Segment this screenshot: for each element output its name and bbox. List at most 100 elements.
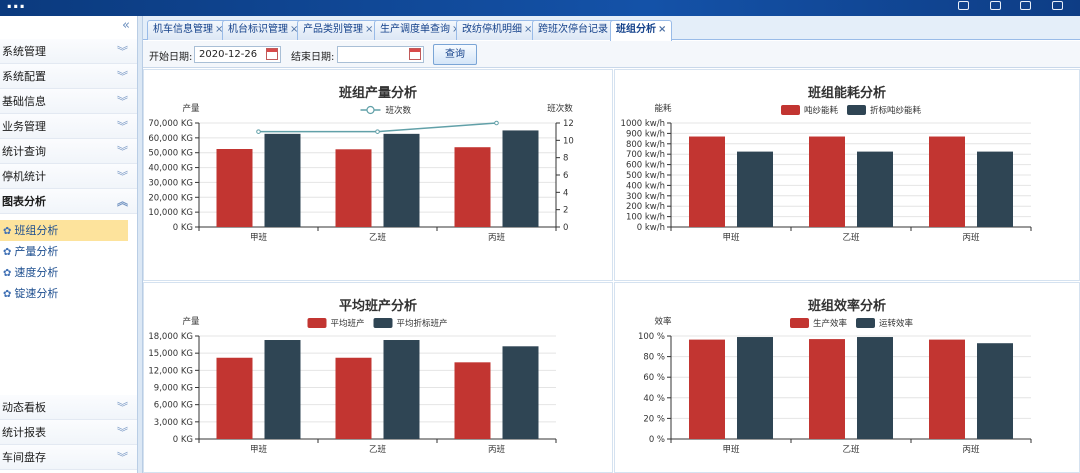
sidebar-item-chart-analysis[interactable]: 图表分析 ︽ bbox=[0, 189, 137, 214]
bar-series-0[interactable] bbox=[689, 136, 725, 227]
sidebar-subitem-0[interactable]: ✿ 班组分析 bbox=[0, 220, 128, 241]
close-icon[interactable]: × bbox=[215, 24, 224, 35]
legend-entry[interactable]: 平均折标班产 bbox=[397, 318, 448, 329]
start-date-input[interactable]: 2020-12-26 bbox=[194, 46, 281, 63]
sidebar-subitem-2[interactable]: ✿ 速度分析 bbox=[0, 262, 128, 283]
bar-series-1[interactable] bbox=[857, 337, 893, 439]
x-tick-label: 丙班 bbox=[962, 444, 980, 455]
bar-series-1[interactable] bbox=[977, 151, 1013, 227]
user-icon[interactable] bbox=[1020, 1, 1031, 10]
sidebar-subitem-3[interactable]: ✿ 锭速分析 bbox=[0, 283, 128, 304]
bar-series-1[interactable] bbox=[264, 133, 301, 227]
bar-series-0[interactable] bbox=[335, 149, 372, 227]
sidebar-item-label: 系统管理 bbox=[2, 45, 46, 58]
query-button[interactable]: 查询 bbox=[433, 44, 477, 65]
chevron-down-icon: ︾ bbox=[117, 401, 128, 414]
y2-tick-label: 12 bbox=[563, 119, 574, 129]
bar-series-1[interactable] bbox=[383, 340, 420, 439]
legend-entry[interactable]: 班次数 bbox=[386, 105, 412, 116]
legend-swatch bbox=[790, 318, 809, 328]
logout-icon[interactable] bbox=[1052, 1, 1063, 10]
sidebar-collapse-icon[interactable]: « bbox=[122, 18, 130, 33]
chevron-down-icon: ︾ bbox=[117, 120, 128, 133]
close-icon[interactable]: × bbox=[290, 24, 299, 35]
tab-4[interactable]: 改纺停机明细 × bbox=[456, 20, 539, 40]
y2-tick-label: 0 bbox=[563, 223, 568, 233]
legend-entry[interactable]: 折标吨纱能耗 bbox=[870, 105, 922, 116]
calendar-icon[interactable] bbox=[266, 48, 278, 60]
legend-swatch bbox=[307, 318, 327, 328]
bar-series-0[interactable] bbox=[689, 339, 725, 439]
close-icon[interactable]: × bbox=[524, 24, 533, 35]
sidebar-bottom-item-0[interactable]: 动态看板 ︾ bbox=[0, 395, 137, 420]
bar-series-0[interactable] bbox=[809, 136, 845, 227]
tab-6[interactable]: 班组分析 × bbox=[610, 20, 673, 41]
message-icon[interactable] bbox=[990, 1, 1001, 10]
line-point[interactable] bbox=[256, 129, 261, 134]
sidebar-bottom-item-2[interactable]: 车间盘存 ︾ bbox=[0, 445, 137, 470]
chart-title: 班组能耗分析 bbox=[807, 86, 886, 101]
sidebar-subitem-label: 产量分析 bbox=[14, 245, 59, 258]
bar-series-0[interactable] bbox=[216, 357, 253, 439]
bar-series-0[interactable] bbox=[929, 339, 965, 439]
close-icon[interactable]: × bbox=[658, 24, 667, 35]
chart-title: 班组效率分析 bbox=[807, 299, 886, 314]
close-icon[interactable]: × bbox=[365, 24, 374, 35]
bar-series-0[interactable] bbox=[454, 362, 491, 439]
legend-entry[interactable]: 生产效率 bbox=[813, 318, 848, 329]
sidebar-item-label: 系统配置 bbox=[2, 70, 46, 83]
x-tick-label: 甲班 bbox=[250, 232, 268, 243]
sidebar-subitem-1[interactable]: ✿ 产量分析 bbox=[0, 241, 128, 262]
chevron-up-icon: ︽ bbox=[117, 195, 128, 208]
y-tick-label: 50,000 KG bbox=[148, 149, 193, 159]
bar-series-1[interactable] bbox=[502, 130, 539, 227]
sidebar: « 系统管理 ︾ 系统配置 ︾ 基础信息 ︾ 业务管理 ︾ 统计查询 ︾ 停机统计 ︾ 图表分析 ︽ … bbox=[0, 16, 138, 473]
line-point[interactable] bbox=[375, 129, 380, 134]
chevron-down-icon: ︾ bbox=[117, 95, 128, 108]
tab-3[interactable]: 生产调度单查询× bbox=[374, 20, 467, 40]
line-point[interactable] bbox=[494, 120, 499, 126]
bar-series-0[interactable] bbox=[216, 149, 253, 227]
sidebar-splitter[interactable] bbox=[138, 16, 143, 473]
calendar-icon[interactable] bbox=[409, 48, 421, 60]
sidebar-item-0[interactable]: 系统管理 ︾ bbox=[0, 39, 137, 64]
bar-series-0[interactable] bbox=[454, 147, 491, 227]
x-tick-label: 乙班 bbox=[842, 444, 860, 455]
legend-entry[interactable]: 运转效率 bbox=[879, 318, 914, 329]
bar-series-0[interactable] bbox=[929, 136, 965, 227]
y-tick-label: 0 % bbox=[649, 435, 665, 445]
y2-tick-label: 4 bbox=[563, 188, 568, 198]
tab-1[interactable]: 机台标识管理 × bbox=[222, 20, 305, 40]
sidebar-item-5[interactable]: 停机统计 ︾ bbox=[0, 164, 137, 189]
y2-tick-label: 8 bbox=[563, 154, 568, 164]
settings-icon[interactable] bbox=[958, 1, 969, 10]
y-tick-label: 0 KG bbox=[173, 223, 193, 233]
bar-series-0[interactable] bbox=[335, 357, 372, 439]
bar-series-1[interactable] bbox=[264, 340, 301, 439]
sidebar-item-4[interactable]: 统计查询 ︾ bbox=[0, 139, 137, 164]
gear-icon: ✿ bbox=[3, 268, 12, 279]
tab-2[interactable]: 产品类别管理 × bbox=[297, 20, 380, 40]
bar-series-1[interactable] bbox=[502, 346, 539, 439]
bar-series-0[interactable] bbox=[809, 339, 845, 439]
x-tick-label: 乙班 bbox=[842, 232, 860, 243]
app-header: ... bbox=[0, 0, 1080, 16]
sidebar-item-1[interactable]: 系统配置 ︾ bbox=[0, 64, 137, 89]
sidebar-bottom-item-1[interactable]: 统计报表 ︾ bbox=[0, 420, 137, 445]
end-date-input[interactable] bbox=[337, 46, 424, 63]
gear-icon: ✿ bbox=[3, 226, 12, 237]
chevron-down-icon: ︾ bbox=[117, 426, 128, 439]
sidebar-item-label: 统计报表 bbox=[2, 426, 46, 439]
bar-series-1[interactable] bbox=[737, 151, 773, 227]
tab-0[interactable]: 机车信息管理 × bbox=[147, 20, 230, 40]
sidebar-item-3[interactable]: 业务管理 ︾ bbox=[0, 114, 137, 139]
bar-series-1[interactable] bbox=[977, 343, 1013, 439]
chart-title: 平均班产分析 bbox=[338, 299, 417, 314]
bar-series-1[interactable] bbox=[737, 337, 773, 439]
bar-series-1[interactable] bbox=[857, 151, 893, 227]
legend-entry[interactable]: 平均班产 bbox=[331, 318, 365, 329]
bar-series-1[interactable] bbox=[383, 133, 420, 227]
legend-entry[interactable]: 吨纱能耗 bbox=[804, 105, 839, 116]
y-tick-label: 20,000 KG bbox=[148, 193, 193, 203]
sidebar-item-2[interactable]: 基础信息 ︾ bbox=[0, 89, 137, 114]
